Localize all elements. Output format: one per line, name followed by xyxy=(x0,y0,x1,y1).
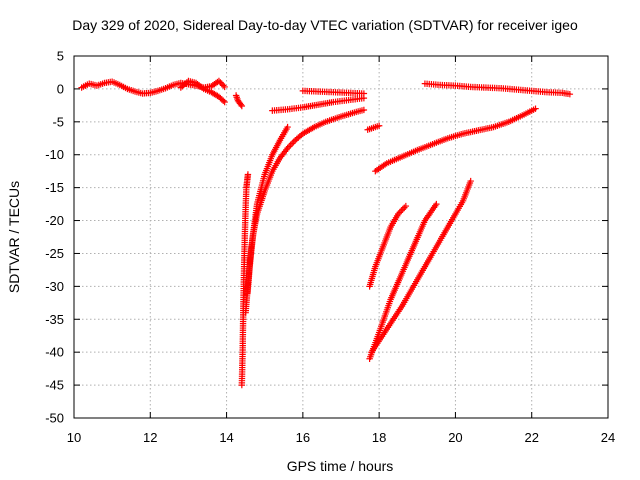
axis-ticks: 10 12 14 16 18 20 22 24 5 0 -5 -10 -15 -20 -25 -30 -35 -4… xyxy=(45,49,615,446)
x-tick-label: 10 xyxy=(67,430,81,445)
data-point xyxy=(217,79,224,86)
data-point xyxy=(467,177,474,185)
x-tick-label: 24 xyxy=(601,430,615,445)
y-tick-label: -50 xyxy=(45,411,64,426)
data-point xyxy=(399,206,406,213)
y-tick-label: 5 xyxy=(57,49,64,64)
series-arc-12 xyxy=(366,202,410,290)
data-point xyxy=(398,207,405,215)
series-arc-9 xyxy=(364,122,383,133)
data-point xyxy=(237,101,245,108)
series-arc-7 xyxy=(269,94,368,114)
x-tick-label: 22 xyxy=(524,430,538,445)
data-point xyxy=(284,123,291,131)
data-point xyxy=(402,202,410,210)
y-tick-label: 0 xyxy=(57,81,64,96)
y-tick-label: -45 xyxy=(45,378,64,393)
data-point xyxy=(360,90,368,97)
data-point xyxy=(360,106,368,114)
y-tick-label: -20 xyxy=(45,213,64,228)
y-tick-label: -40 xyxy=(45,345,64,360)
chart-title: Day 329 of 2020, Sidereal Day-to-day VTE… xyxy=(72,17,578,33)
y-tick-label: -25 xyxy=(45,246,64,261)
data-point xyxy=(288,140,296,147)
series-arc-5 xyxy=(242,106,368,316)
y-tick-label: -35 xyxy=(45,312,64,327)
y-tick-label: -5 xyxy=(52,114,64,129)
data-point xyxy=(215,77,223,85)
data-point xyxy=(220,82,227,89)
series-arc-14 xyxy=(368,177,474,356)
data-point xyxy=(433,200,440,208)
series-arc-13 xyxy=(366,200,440,362)
y-tick-label: -10 xyxy=(45,147,64,162)
x-axis-label: GPS time / hours xyxy=(287,458,394,474)
data-point xyxy=(221,98,228,106)
x-tick-label: 18 xyxy=(372,430,386,445)
y-axis-label: SDTVAR / TECUs xyxy=(6,181,22,293)
series-arc-11 xyxy=(421,80,574,98)
plot-frame xyxy=(73,55,609,419)
data-point xyxy=(290,138,297,146)
series-arc-6 xyxy=(244,123,291,297)
data-point xyxy=(238,102,246,110)
x-tick-label: 16 xyxy=(296,430,310,445)
data-point xyxy=(532,105,539,112)
series-arc-1 xyxy=(78,77,228,97)
x-tick-label: 14 xyxy=(219,430,233,445)
data-point xyxy=(244,171,252,178)
data-point xyxy=(287,141,294,149)
series-arc-2 xyxy=(177,77,228,106)
data-point xyxy=(375,122,383,129)
data-point xyxy=(183,79,191,86)
data-point xyxy=(220,97,227,104)
y-tick-label: -15 xyxy=(45,180,64,195)
data-series xyxy=(78,77,574,389)
series-arc-10 xyxy=(372,105,539,175)
x-tick-label: 20 xyxy=(448,430,462,445)
series-arc-3 xyxy=(232,92,246,110)
data-point xyxy=(221,83,228,91)
data-point xyxy=(401,204,408,211)
data-point xyxy=(198,84,206,91)
series-arc-8 xyxy=(299,87,368,97)
x-tick-label: 12 xyxy=(143,430,157,445)
data-point xyxy=(566,90,574,98)
y-tick-label: -30 xyxy=(45,279,64,294)
data-point xyxy=(218,80,226,88)
